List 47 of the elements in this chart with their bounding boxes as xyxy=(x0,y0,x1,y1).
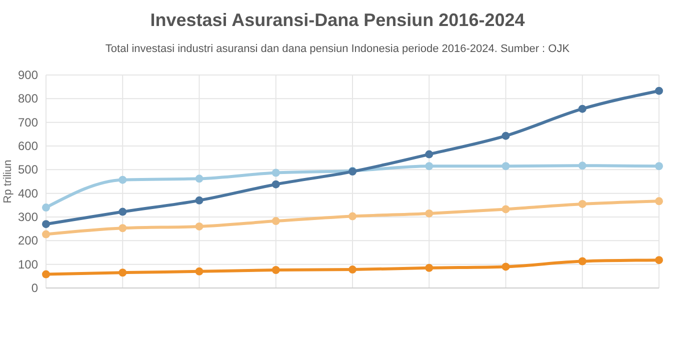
y-tick-label: 400 xyxy=(18,186,38,200)
point xyxy=(42,204,50,212)
point xyxy=(42,230,50,238)
y-tick-label: 0 xyxy=(31,281,38,295)
point xyxy=(118,176,127,184)
y-tick-label: 200 xyxy=(18,234,38,248)
point xyxy=(425,209,434,218)
y-tick-label: 900 xyxy=(18,68,38,82)
point xyxy=(348,266,356,274)
point xyxy=(655,86,663,95)
point xyxy=(425,150,434,158)
point xyxy=(42,220,50,228)
chart-subtitle: Total investasi industri asuransi dan dana pensiun Indonesia periode 2016-2024. Sumber : OJK xyxy=(105,43,570,55)
point xyxy=(578,104,586,113)
point xyxy=(655,197,663,206)
point xyxy=(118,208,127,216)
point xyxy=(272,168,280,177)
point xyxy=(195,174,204,183)
point xyxy=(655,162,663,170)
point xyxy=(578,200,586,208)
point xyxy=(195,222,204,230)
y-tick-label: 500 xyxy=(18,162,38,177)
point xyxy=(272,217,280,226)
point xyxy=(195,196,204,204)
y-tick-label: 300 xyxy=(18,210,38,224)
point xyxy=(578,162,586,170)
point xyxy=(272,266,280,274)
point xyxy=(502,132,510,140)
y-tick-label: 700 xyxy=(18,115,38,130)
point xyxy=(42,270,50,278)
y-tick-label: 600 xyxy=(18,139,38,153)
chart-title: Investasi Asuransi-Dana Pensiun 2016-2024 xyxy=(150,10,525,30)
y-tick-label: 800 xyxy=(18,92,38,106)
y-axis-title: Rp triliun xyxy=(2,160,14,204)
point xyxy=(195,267,204,276)
point xyxy=(502,262,510,271)
point xyxy=(272,180,280,188)
point xyxy=(425,264,434,272)
point xyxy=(425,162,434,170)
point xyxy=(578,257,586,266)
point xyxy=(118,268,127,277)
point xyxy=(655,256,663,264)
point xyxy=(118,224,127,232)
point xyxy=(502,162,510,170)
y-tick-label: 100 xyxy=(18,257,38,272)
point xyxy=(502,205,510,214)
point xyxy=(348,212,356,220)
